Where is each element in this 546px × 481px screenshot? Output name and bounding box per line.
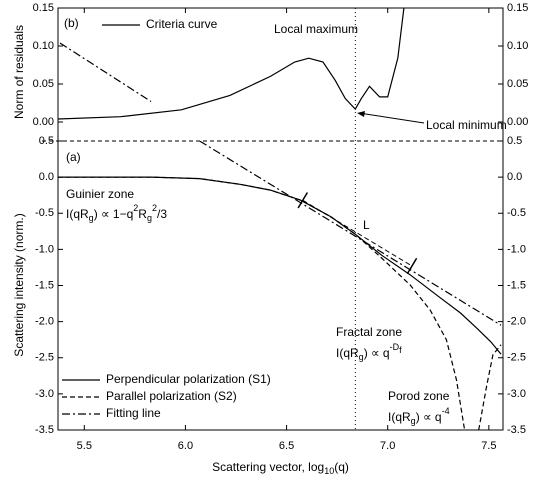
formula-part: g	[89, 213, 94, 223]
y-tick-label: -1.0	[35, 243, 54, 255]
formula: I(qRg) ∝ q-Df	[336, 342, 402, 362]
formula-part: g	[359, 352, 364, 362]
y-tick-label: -2.0	[35, 316, 54, 328]
y-tick-label: -1.0	[507, 243, 526, 255]
data-line	[59, 42, 152, 103]
formula: Scattering vector, log10(q)	[212, 460, 349, 476]
annotation: (b)	[64, 16, 79, 30]
y-tick-label: 0.00	[33, 116, 54, 128]
legend-label: Perpendicular polarization (S1)	[106, 372, 271, 386]
y-tick-label: 0.10	[507, 40, 528, 52]
formula-part: 2	[152, 203, 157, 213]
annotation: Local minimum	[426, 118, 507, 132]
annotation-arrow	[358, 112, 425, 124]
data-line	[58, 176, 502, 355]
y-tick-label: 0.5	[39, 135, 54, 147]
formula-part: 2	[133, 203, 138, 213]
y-tick-label: -3.0	[35, 388, 54, 400]
formula-part: I(qR	[388, 410, 411, 424]
y-tick-label: -0.5	[35, 207, 54, 219]
segment-end	[406, 257, 418, 275]
formula-part: ) ∝ q	[364, 346, 390, 360]
y-tick-label: 0.5	[507, 135, 522, 147]
y-tick-label: 0.15	[33, 2, 54, 14]
x-tick-label: 7.5	[481, 440, 496, 452]
y-tick-label: 0.00	[507, 116, 528, 128]
formula-part: 10	[324, 466, 334, 476]
formula-part: R	[138, 207, 147, 221]
formula-part: I(qR	[336, 346, 359, 360]
plot-frame	[57, 7, 504, 431]
length-segment	[302, 199, 413, 267]
data-line	[58, 8, 405, 120]
y-tick-label: -1.5	[35, 279, 54, 291]
x-tick-label: 7.0	[380, 440, 395, 452]
data-line	[199, 141, 502, 326]
y-tick-label: -2.0	[507, 316, 526, 328]
legend-label: Fitting line	[106, 406, 161, 420]
formula: I(qRg) ∝ q-4	[388, 406, 450, 426]
segment-end	[297, 192, 309, 209]
annotation: L	[363, 218, 370, 232]
annotation: Guinier zone	[66, 187, 134, 201]
formula-part: f	[399, 345, 402, 355]
data-line	[58, 176, 502, 430]
annotation: (a)	[66, 150, 81, 164]
annotation: Porod zone	[388, 389, 450, 403]
y-tick-label: 0.0	[507, 171, 522, 183]
y-axis-title: Norm of residuals	[12, 25, 26, 119]
formula-part: (q)	[334, 460, 349, 474]
arrow-head	[357, 111, 365, 117]
formula-part: g	[411, 416, 416, 426]
x-tick-label: 5.5	[77, 440, 92, 452]
x-tick-label: 6.5	[279, 440, 294, 452]
y-tick-label: -3.0	[507, 388, 526, 400]
formula: I(qRg) ∝ 1−q2Rg2/3	[66, 203, 167, 223]
formula-part: g	[147, 213, 152, 223]
formula-part: ) ∝ 1−q	[94, 207, 134, 221]
y-axis-title: Scattering intensity (norm.)	[12, 213, 26, 356]
y-tick-label: -3.5	[507, 424, 526, 436]
legend-label: Parallel polarization (S2)	[106, 389, 237, 403]
formula-part: -4	[442, 406, 450, 416]
annotation: Local maximum	[274, 22, 358, 36]
y-tick-label: 0.05	[33, 78, 54, 90]
y-tick-label: 0.0	[39, 171, 54, 183]
y-tick-label: 0.10	[33, 40, 54, 52]
y-tick-label: -2.5	[35, 352, 54, 364]
formula-part: ) ∝ q	[416, 410, 442, 424]
y-tick-label: -2.5	[507, 352, 526, 364]
legend-label: Criteria curve	[146, 17, 218, 31]
y-tick-label: 0.15	[507, 2, 528, 14]
y-tick-label: -1.5	[507, 279, 526, 291]
y-tick-label: -0.5	[507, 207, 526, 219]
x-tick-label: 6.0	[178, 440, 193, 452]
formula-part: -D	[390, 342, 400, 352]
formula-part: Scattering vector, log	[212, 460, 324, 474]
annotation: Fractal zone	[336, 325, 402, 339]
y-tick-label: -3.5	[35, 424, 54, 436]
y-tick-label: 0.05	[507, 78, 528, 90]
formula-part: I(qR	[66, 207, 89, 221]
formula-part: /3	[157, 207, 167, 221]
